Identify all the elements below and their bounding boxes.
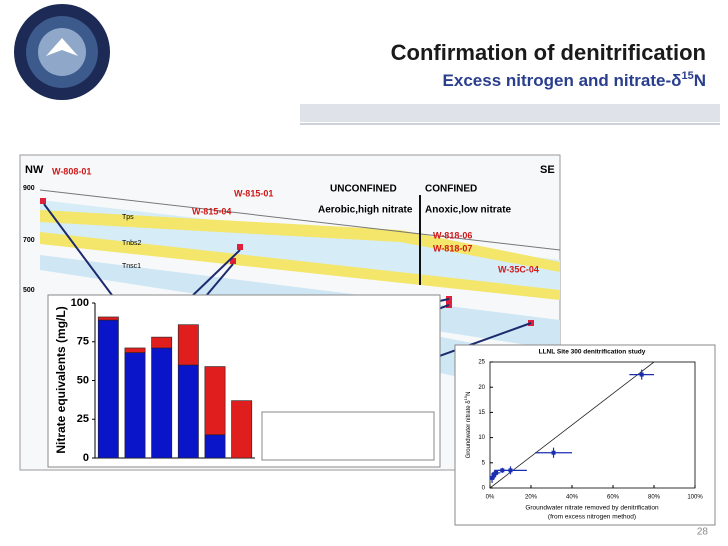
well-label: W-808-01 [52,166,91,176]
y-tick-label: 5 [482,460,486,466]
bar-segment [97,316,119,321]
x-tick-label: 100% [687,495,703,501]
bar-segment [204,366,226,436]
plot-frame [489,361,696,489]
bar-segment [97,319,119,459]
y-tick-label: 20 [478,385,485,391]
point [492,473,497,478]
elevation-label: 900 [23,185,35,192]
elevation-label: 500 [23,287,35,294]
x-tick-label: 0% [486,495,495,501]
unit-label: Tnbs2 [122,240,142,247]
zone-desc: Anoxic,low nitrate [425,205,512,216]
y-tick-label: 15 [478,410,485,416]
bar-segment [151,347,173,459]
well-label: W-818-06 [433,230,472,240]
nw-label: NW [25,164,44,176]
x-axis-label: (from excess nitrogen method) [548,514,636,521]
point [639,372,644,377]
well-label: W-35C-04 [498,264,539,274]
bar-segment [204,434,226,459]
slide-title: Confirmation of denitrification [391,40,706,65]
y-tick-label: 10 [478,435,485,441]
se-label: SE [540,164,555,176]
point [490,475,495,480]
zone-desc: Aerobic,high nitrate [318,205,413,216]
point [508,468,513,473]
y-tick-label: 100 [71,297,89,309]
page-number: 28 [697,527,709,538]
x-tick-label: 40% [566,495,579,501]
point [551,450,556,455]
slide-subtitle: Excess nitrogen and nitrate-δ15N [443,70,706,91]
scatter-panel [454,344,716,526]
well-label: W-818-07 [433,243,472,253]
point [494,470,499,475]
x-tick-label: 60% [607,495,620,501]
banner [300,104,720,122]
unit-label: Tps [122,214,134,221]
bar-segment [124,352,146,459]
x-axis-label: Groundwater nitrate removed by denitrifi… [525,505,659,512]
bar-segment [177,364,199,459]
y-tick-label: 0 [83,452,89,464]
y-tick-label: 25 [77,413,89,425]
well-label: W-815-01 [234,188,273,198]
unit-label: Tnsc1 [122,263,141,270]
bar-segment [151,336,173,349]
zone-name: UNCONFINED [330,184,397,195]
scatter-chart: 0 5 10 15 20 25 0% 20% 40% 60% 80% 100% [478,360,703,501]
zone-name: CONFINED [425,184,477,195]
y-tick-label: 0 [482,486,486,492]
x-tick-label: 80% [648,495,661,501]
logo [14,4,110,100]
scatter-title: LLNL Site 300 denitrification study [539,349,646,356]
y-axis-label: Nitrate equivalents (mg/L) [54,306,68,453]
x-tick-label: 20% [525,495,538,501]
trendline [489,361,655,489]
y-tick-label: 50 [77,374,89,386]
bar-segment [177,324,199,366]
y-tick-label: 75 [77,336,89,348]
well-label: W-815-04 [192,206,231,216]
legend [261,411,435,461]
bar-segment [231,400,253,459]
elevation-label: 700 [23,237,35,244]
y-axis-label: Groundwater nitrate δ15N [463,392,472,459]
bar-segment [124,347,146,353]
y-tick-label: 25 [478,360,485,366]
